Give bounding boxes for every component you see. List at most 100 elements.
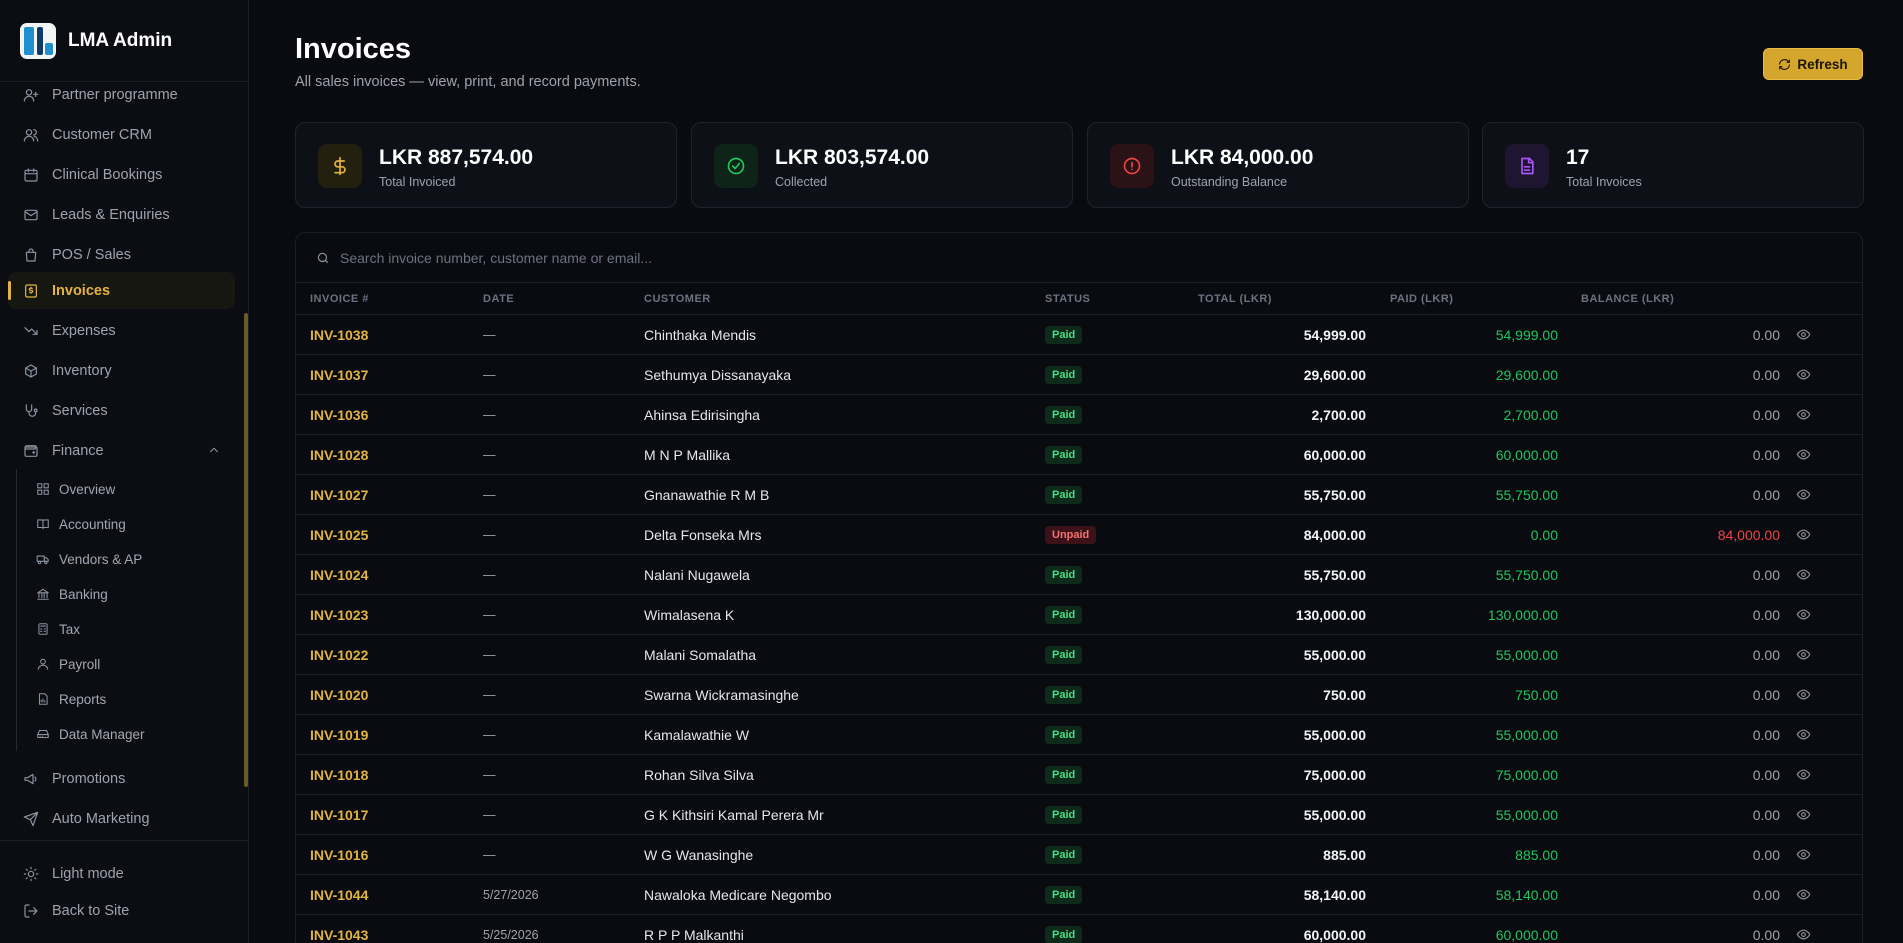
search-input[interactable] xyxy=(340,249,1740,266)
column-header-status[interactable]: STATUS xyxy=(1045,293,1091,305)
invoice-number-link[interactable]: INV-1020 xyxy=(310,687,369,703)
shopping-bag-icon xyxy=(22,246,40,264)
invoice-number-link[interactable]: INV-1022 xyxy=(310,647,369,663)
customer-name: Wimalasena K xyxy=(644,607,735,623)
status-badge: Paid xyxy=(1045,846,1083,864)
finance-sub-overview[interactable]: Overview xyxy=(28,474,228,504)
column-header-customer[interactable]: CUSTOMER xyxy=(644,293,711,305)
chevron-up-icon[interactable] xyxy=(207,443,221,457)
status-badge: Paid xyxy=(1045,686,1083,704)
table-row[interactable]: INV-1028 — M N P Mallika Paid 60,000.00 60,00… xyxy=(296,435,1862,475)
invoice-number-link[interactable]: INV-1017 xyxy=(310,807,369,823)
sidebar-item-expenses[interactable]: Expenses xyxy=(8,312,235,349)
table-row[interactable]: INV-1037 — Sethumya Dissanayaka Paid 29,600.… xyxy=(296,355,1862,395)
back-to-site-link[interactable]: Back to Site xyxy=(8,892,235,929)
sidebar-item-customer-crm[interactable]: Customer CRM xyxy=(8,116,235,153)
light-mode-toggle[interactable]: Light mode xyxy=(8,855,235,892)
finance-sub-payroll[interactable]: Payroll xyxy=(28,649,228,679)
table-row[interactable]: INV-1024 — Nalani Nugawela Paid 55,750.00 55,… xyxy=(296,555,1862,595)
column-header-invoice[interactable]: INVOICE # xyxy=(310,293,369,305)
view-eye-icon[interactable] xyxy=(1796,847,1812,863)
invoice-number-link[interactable]: INV-1043 xyxy=(310,927,369,943)
status-badge: Unpaid xyxy=(1045,526,1097,544)
invoice-number-link[interactable]: INV-1036 xyxy=(310,407,369,423)
sidebar-item-inventory[interactable]: Inventory xyxy=(8,352,235,389)
view-eye-icon[interactable] xyxy=(1796,887,1812,903)
finance-sub-accounting[interactable]: Accounting xyxy=(28,509,228,539)
view-eye-icon[interactable] xyxy=(1796,807,1812,823)
table-row[interactable]: INV-1025 — Delta Fonseka Mrs Unpaid 84,000.0… xyxy=(296,515,1862,555)
invoice-number-link[interactable]: INV-1037 xyxy=(310,367,369,383)
invoice-number-link[interactable]: INV-1016 xyxy=(310,847,369,863)
invoice-number-link[interactable]: INV-1024 xyxy=(310,567,369,583)
sidebar-item-leads-enquiries[interactable]: Leads & Enquiries xyxy=(8,196,235,233)
invoice-number-link[interactable]: INV-1038 xyxy=(310,327,369,343)
finance-sub-data-manager[interactable]: Data Manager xyxy=(28,719,228,749)
sidebar-scrollbar[interactable] xyxy=(244,313,248,787)
finance-sub-reports[interactable]: Reports xyxy=(28,684,228,714)
file-chart-icon xyxy=(38,693,48,705)
finance-sub-banking[interactable]: Banking xyxy=(28,579,228,609)
file-text-icon xyxy=(1521,157,1534,175)
invoice-number-link[interactable]: INV-1028 xyxy=(310,447,369,463)
column-header-balance[interactable]: BALANCE (LKR) xyxy=(1581,293,1675,305)
sidebar-item-services[interactable]: Services xyxy=(8,392,235,429)
view-eye-icon[interactable] xyxy=(1796,327,1812,343)
table-row[interactable]: INV-1036 — Ahinsa Edirisingha Paid 2,700.00 2… xyxy=(296,395,1862,435)
table-row[interactable]: INV-1043 5/25/2026 R P P Malkanthi Paid 60,0… xyxy=(296,915,1862,943)
view-eye-icon[interactable] xyxy=(1796,567,1812,583)
invoice-date: — xyxy=(483,648,496,662)
customer-name: Sethumya Dissanayaka xyxy=(644,367,792,383)
view-eye-icon[interactable] xyxy=(1796,647,1812,663)
table-row[interactable]: INV-1027 — Gnanawathie R M B Paid 55,750.00 5… xyxy=(296,475,1862,515)
sidebar-item-finance[interactable]: Finance xyxy=(8,432,235,469)
table-row[interactable]: INV-1017 — G K Kithsiri Kamal Perera Mr Pai… xyxy=(296,795,1862,835)
view-eye-icon[interactable] xyxy=(1796,487,1812,503)
stat-card-outstanding: LKR 84,000.00 Outstanding Balance xyxy=(1087,122,1469,208)
sidebar-item-label: Expenses xyxy=(52,322,116,339)
page-title: Invoices xyxy=(295,33,412,65)
column-header-total[interactable]: TOTAL (LKR) xyxy=(1198,293,1272,305)
table-row[interactable]: INV-1038 — Chinthaka Mendis Paid 54,999.00 54… xyxy=(296,315,1862,355)
invoice-balance: 0.00 xyxy=(1752,847,1780,863)
sidebar-item-auto-marketing[interactable]: Auto Marketing xyxy=(8,800,235,837)
invoice-number-link[interactable]: INV-1019 xyxy=(310,727,369,743)
table-row[interactable]: INV-1020 — Swarna Wickramasinghe Paid 750.00… xyxy=(296,675,1862,715)
invoice-paid: 54,999.00 xyxy=(1495,327,1558,343)
column-header-date[interactable]: DATE xyxy=(483,293,515,305)
sidebar-item-pos-sales[interactable]: POS / Sales xyxy=(8,236,235,273)
invoice-number-link[interactable]: INV-1023 xyxy=(310,607,369,623)
table-row[interactable]: INV-1023 — Wimalasena K Paid 130,000.00 130,0… xyxy=(296,595,1862,635)
invoice-number-link[interactable]: INV-1018 xyxy=(310,767,369,783)
invoice-paid: 750.00 xyxy=(1515,687,1558,703)
table-row[interactable]: INV-1022 — Malani Somalatha Paid 55,000.00 55… xyxy=(296,635,1862,675)
view-eye-icon[interactable] xyxy=(1796,527,1812,543)
sidebar-footer: Light mode Back to Site xyxy=(0,840,249,943)
view-eye-icon[interactable] xyxy=(1796,367,1812,383)
sidebar-item-promotions[interactable]: Promotions xyxy=(8,760,235,797)
calculator-icon xyxy=(38,623,48,635)
view-eye-icon[interactable] xyxy=(1796,447,1812,463)
table-row[interactable]: INV-1016 — W G Wanasinghe Paid 885.00 885.00 0… xyxy=(296,835,1862,875)
refresh-button[interactable]: Refresh xyxy=(1763,48,1863,80)
table-row[interactable]: INV-1044 5/27/2026 Nawaloka Medicare Negom… xyxy=(296,875,1862,915)
sidebar-item-invoices[interactable]: Invoices xyxy=(8,272,235,309)
finance-sub-tax[interactable]: Tax xyxy=(28,614,228,644)
invoice-number-link[interactable]: INV-1027 xyxy=(310,487,369,503)
invoice-number-link[interactable]: INV-1025 xyxy=(310,527,369,543)
view-eye-icon[interactable] xyxy=(1796,607,1812,623)
invoice-number-link[interactable]: INV-1044 xyxy=(310,887,369,903)
view-eye-icon[interactable] xyxy=(1796,727,1812,743)
view-eye-icon[interactable] xyxy=(1796,407,1812,423)
status-badge: Paid xyxy=(1045,926,1083,943)
sidebar-item-partner-programme[interactable]: Partner programme xyxy=(8,76,235,113)
brand[interactable]: LMA Admin xyxy=(0,0,249,82)
view-eye-icon[interactable] xyxy=(1796,927,1812,943)
column-header-paid[interactable]: PAID (LKR) xyxy=(1390,293,1454,305)
table-row[interactable]: INV-1019 — Kamalawathie W Paid 55,000.00 55,0… xyxy=(296,715,1862,755)
sidebar-item-clinical-bookings[interactable]: Clinical Bookings xyxy=(8,156,235,193)
view-eye-icon[interactable] xyxy=(1796,687,1812,703)
view-eye-icon[interactable] xyxy=(1796,767,1812,783)
table-row[interactable]: INV-1018 — Rohan Silva Silva Paid 75,000.00 7… xyxy=(296,755,1862,795)
finance-sub-vendors-ap[interactable]: Vendors & AP xyxy=(28,544,228,574)
